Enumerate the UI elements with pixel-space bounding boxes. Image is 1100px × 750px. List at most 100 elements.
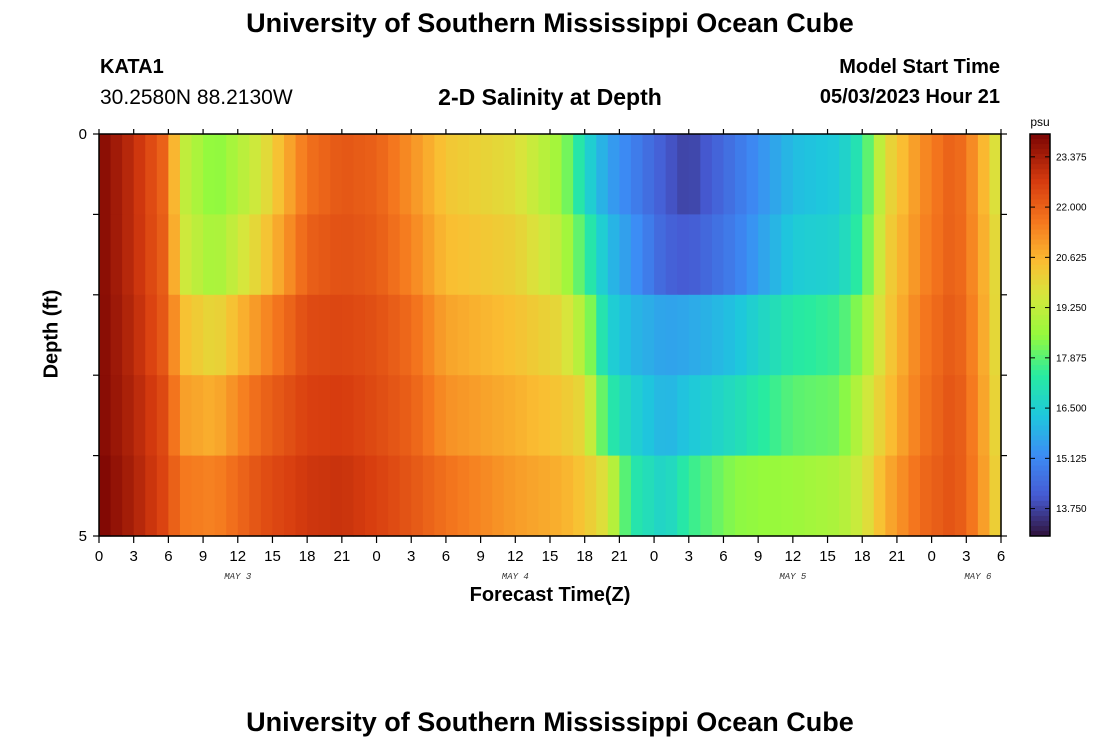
heatmap-cell — [156, 455, 169, 537]
heatmap-cell — [966, 134, 979, 215]
heatmap-cell — [688, 214, 701, 296]
heatmap-cell — [584, 214, 597, 296]
heatmap-cell — [677, 294, 690, 376]
heatmap-cell — [781, 375, 794, 457]
heatmap-cell — [272, 375, 285, 457]
heatmap-cell — [307, 455, 320, 537]
colorbar-segment — [1030, 475, 1050, 482]
heatmap-cell — [526, 214, 540, 296]
x-tick-label: 15 — [264, 548, 281, 565]
colorbar-segment — [1030, 380, 1050, 386]
heatmap-cell — [145, 455, 158, 537]
heatmap-cell — [422, 294, 435, 376]
y-axis-label: Depth (ft) — [40, 289, 63, 379]
heatmap-cell — [145, 214, 158, 296]
x-tick-label: 9 — [754, 548, 762, 565]
heatmap-cell — [873, 375, 886, 457]
colorbar-segment — [1030, 304, 1050, 311]
heatmap-cell — [226, 134, 239, 215]
heatmap-cell — [954, 375, 967, 457]
colorbar-segment — [1030, 139, 1050, 145]
heatmap-cell — [677, 134, 690, 215]
heatmap-cell — [642, 294, 655, 376]
heatmap-cell — [688, 375, 701, 457]
heatmap-cell — [561, 375, 574, 457]
heatmap-cell — [862, 294, 875, 376]
heatmap-cell — [341, 455, 355, 537]
heatmap-cell — [503, 455, 516, 537]
heatmap-cell — [110, 455, 123, 537]
heatmap-cell — [677, 214, 690, 296]
colorbar-segment — [1030, 420, 1050, 426]
heatmap-cell — [179, 375, 193, 457]
heatmap-cell — [885, 294, 898, 376]
heatmap-cell — [203, 455, 216, 537]
heatmap-cell — [931, 214, 944, 296]
heatmap-cell — [260, 134, 274, 215]
colorbar-segment — [1030, 470, 1050, 477]
heatmap-cell — [515, 375, 528, 457]
heatmap-cell — [179, 294, 193, 376]
heatmap-cell — [700, 455, 713, 537]
heatmap-cell — [156, 134, 169, 215]
heatmap-cell — [272, 294, 285, 376]
heatmap-cell — [989, 134, 1002, 215]
heatmap-cell — [607, 294, 620, 376]
heatmap-cell — [735, 294, 748, 376]
heatmap-cell — [122, 375, 135, 457]
heatmap-cell — [295, 294, 308, 376]
colorbar-tick-label: 13.750 — [1056, 504, 1087, 515]
heatmap-cell — [908, 375, 921, 457]
x-tick-label: 21 — [334, 548, 351, 565]
heatmap-cell — [353, 214, 366, 296]
heatmap-cell — [168, 294, 181, 376]
y-axis: 05 — [79, 126, 1007, 545]
heatmap-cell — [723, 294, 736, 376]
heatmap-cell — [445, 375, 459, 457]
heatmap-cell — [758, 375, 771, 457]
heatmap-cell — [954, 294, 967, 376]
x-tick-label: 9 — [199, 548, 207, 565]
heatmap-cell — [330, 214, 343, 296]
heatmap-cell — [839, 375, 852, 457]
heatmap-cell — [411, 214, 424, 296]
colorbar-segment — [1030, 189, 1050, 195]
heatmap-cell — [989, 214, 1002, 296]
heatmap-cell — [619, 294, 632, 376]
heatmap-cell — [388, 134, 401, 215]
heatmap-cell — [422, 455, 435, 537]
heatmap-cell — [469, 294, 482, 376]
heatmap-cell — [503, 294, 516, 376]
heatmap-cell — [492, 294, 505, 376]
heatmap-cell — [943, 214, 956, 296]
heatmap-cell — [920, 134, 933, 215]
heatmap-cell — [399, 455, 412, 537]
colorbar-segment — [1030, 144, 1050, 150]
heatmap-cell — [272, 455, 285, 537]
colorbar-segment — [1030, 370, 1050, 376]
colorbar-segment — [1030, 495, 1050, 502]
heatmap-cell — [630, 455, 644, 537]
heatmap-cell — [804, 375, 817, 457]
heatmap-cell — [260, 214, 274, 296]
heatmap-cell — [295, 134, 308, 215]
heatmap-cell — [249, 294, 262, 376]
heatmap-cell — [630, 375, 644, 457]
heatmap-cell — [735, 134, 748, 215]
heatmap-cell — [954, 455, 967, 537]
colorbar-segment — [1030, 430, 1050, 437]
heatmap-cell — [815, 375, 829, 457]
heatmap-cell — [665, 294, 678, 376]
heatmap-cell — [850, 214, 863, 296]
heatmap-cell — [815, 294, 829, 376]
heatmap-cell — [873, 214, 886, 296]
heatmap-cell — [249, 455, 262, 537]
heatmap-cell — [191, 375, 204, 457]
heatmap-cell — [850, 134, 863, 215]
heatmap-cell — [758, 134, 771, 215]
heatmap-cell — [133, 294, 146, 376]
heatmap-cell — [769, 214, 782, 296]
colorbar-segment — [1030, 360, 1050, 366]
heatmap-cell — [839, 214, 852, 296]
day-label: MAY 6 — [964, 572, 992, 582]
